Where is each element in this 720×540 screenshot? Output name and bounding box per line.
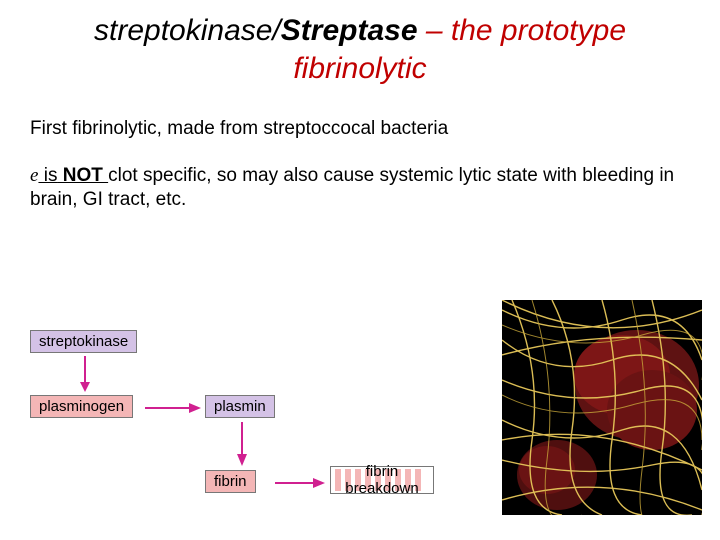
box-plasminogen: plasminogen — [30, 395, 133, 418]
clot-micrograph — [502, 300, 702, 515]
para2-not: NOT — [57, 165, 108, 186]
arrow-down-2 — [235, 422, 249, 466]
box-streptokinase: streptokinase — [30, 330, 137, 353]
arrow-right-2 — [275, 476, 325, 490]
arrow-down-1 — [78, 356, 92, 392]
title-part1: streptokinase/ — [94, 14, 281, 47]
paragraph-2: e is NOT clot specific, so may also caus… — [30, 164, 690, 213]
flow-diagram: streptokinase plasminogen plasmin fibrin… — [30, 330, 460, 520]
box-fibrin-breakdown: fibrin breakdown — [330, 466, 434, 494]
para2-rest: clot specific, so may also cause systemi… — [30, 165, 674, 211]
breakdown-label: fibrin breakdown — [337, 463, 427, 497]
box-plasmin: plasmin — [205, 395, 275, 418]
arrow-right-1 — [145, 401, 201, 415]
para2-is: is — [38, 165, 57, 186]
title-dash: – — [418, 14, 451, 47]
paragraph-1: First fibrinolytic, made from streptocco… — [30, 117, 690, 142]
box-fibrin: fibrin — [205, 470, 256, 493]
body-text: First fibrinolytic, made from streptocco… — [0, 87, 720, 213]
slide-title: streptokinase/Streptase – the prototype … — [0, 0, 720, 87]
title-part2: Streptase — [281, 14, 418, 47]
